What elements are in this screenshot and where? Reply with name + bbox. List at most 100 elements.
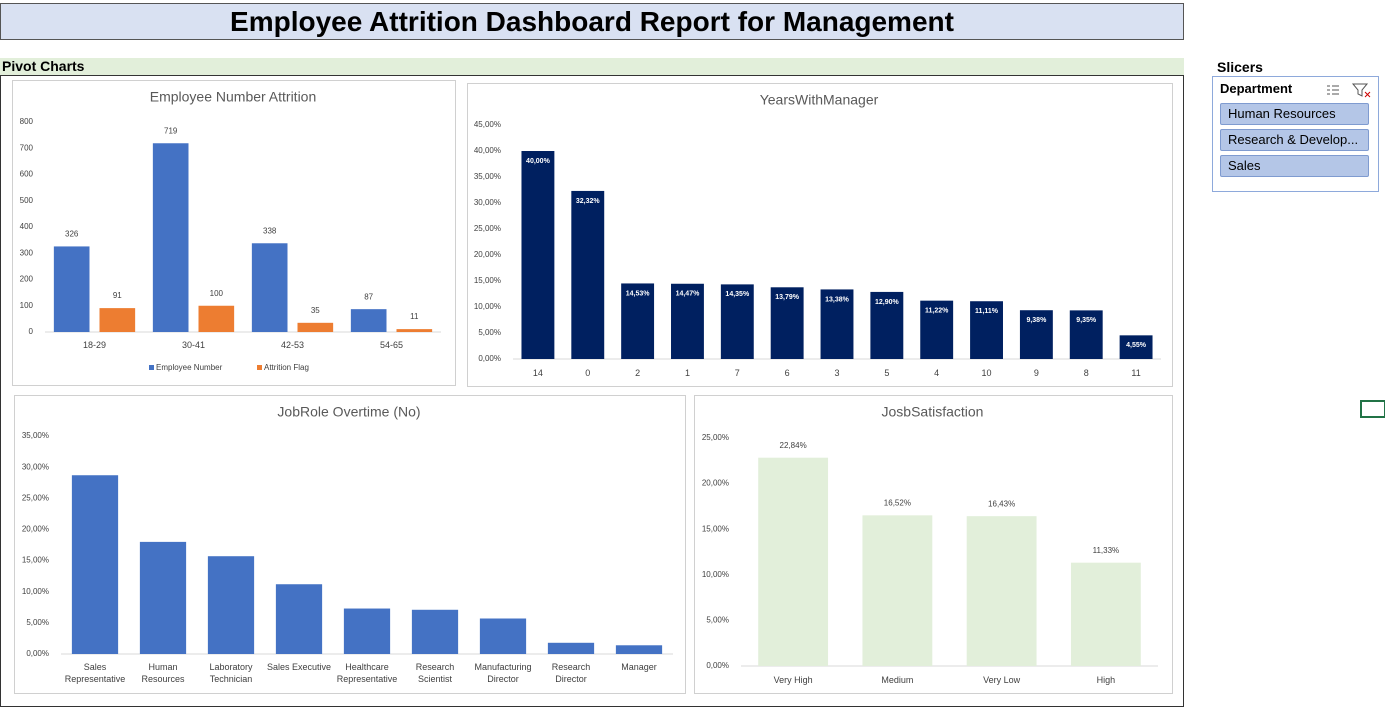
dashboard-title: Employee Attrition Dashboard Report for … [0, 3, 1184, 40]
data-label: 326 [65, 230, 79, 239]
x-tick-label-box: 30-41 [181, 340, 206, 350]
x-tick-label: Very High [773, 675, 813, 685]
bar [571, 190, 605, 359]
x-tick-label-box: 11 [1131, 368, 1140, 378]
x-tick-label: 10 [981, 368, 992, 378]
chart: YearsWithManager0,00%5,00%10,00%15,00%20… [474, 92, 1161, 378]
bar [720, 284, 754, 359]
y-tick-label: 700 [20, 143, 34, 152]
data-label: 12,90% [875, 299, 900, 306]
y-tick-label: 10,00% [702, 570, 729, 579]
x-tick-label: 1 [684, 368, 690, 378]
y-tick-label: 35,00% [474, 172, 501, 181]
x-tick-label: 7 [734, 368, 740, 378]
y-tick-label: 10,00% [22, 587, 49, 596]
data-label: 35 [311, 306, 320, 315]
data-label: 14,35% [725, 291, 750, 298]
x-tick-label: 6 [784, 368, 790, 378]
bar [966, 516, 1037, 666]
y-tick-label: 25,00% [702, 433, 729, 442]
data-label: 13,79% [775, 294, 800, 301]
bar [152, 143, 189, 332]
y-tick-label: 20,00% [702, 479, 729, 488]
y-tick-label: 15,00% [22, 556, 49, 565]
x-tick-label: 30-41 [181, 340, 206, 350]
chart-title: JobRole Overtime (No) [277, 404, 420, 420]
data-label: 91 [113, 291, 122, 300]
x-tick-label-box: 4 [934, 368, 940, 378]
x-tick-label-box: Human Resources [141, 662, 185, 684]
slicer-item[interactable]: Research & Develop... [1220, 129, 1369, 151]
x-tick-label: 54-65 [379, 340, 404, 350]
x-tick-label-box: Laboratory Technician [209, 662, 252, 684]
section-label: Pivot Charts [0, 58, 1184, 75]
data-label: 9,38% [1026, 317, 1047, 324]
y-tick-label: 100 [20, 301, 34, 310]
y-tick-label: 10,00% [474, 302, 501, 311]
bar [350, 309, 387, 332]
y-tick-label: 35,00% [22, 431, 49, 440]
x-tick-label-box: Healthcare Representative [336, 662, 398, 684]
x-tick-label-box: 0 [585, 368, 591, 378]
y-tick-label: 0,00% [706, 661, 729, 670]
slicer-item[interactable]: Human Resources [1220, 103, 1369, 125]
bar [862, 515, 933, 666]
x-tick-label: Research Director [551, 662, 591, 684]
slicer: Department Human Resources Research & Dev… [1212, 76, 1379, 192]
data-label: 11,33% [1093, 546, 1120, 555]
chart-panel: YearsWithManager 0,00% 5,00% 10,00% 15,00% 20… [467, 83, 1173, 387]
selected-cell[interactable] [1360, 400, 1385, 418]
x-tick-label: 5 [884, 368, 890, 378]
x-tick-label: Healthcare Representative [336, 662, 398, 684]
y-tick-label: 15,00% [474, 276, 501, 285]
bar [251, 243, 288, 332]
bar [758, 457, 829, 666]
chart-title: Employee Number Attrition [150, 89, 317, 105]
data-label: 9,35% [1076, 317, 1097, 324]
x-tick-label-box: 7 [734, 368, 740, 378]
x-tick-label: 0 [585, 368, 591, 378]
x-tick-label: 3 [834, 368, 840, 378]
bar [521, 151, 555, 359]
chart-panel: JobRole Overtime (No) 0,00% 5,00% 10,00% 15,… [14, 395, 686, 694]
x-tick-label: 9 [1033, 368, 1039, 378]
bar [71, 475, 119, 654]
x-tick-label-box: Very Low [983, 675, 1021, 685]
x-tick-label: 2 [635, 368, 641, 378]
x-tick-label: Research Scientist [415, 662, 455, 684]
chart-panel: JosbSatisfaction 0,00% 5,00% 10,00% 15,00% 20… [694, 395, 1173, 694]
data-label: 14,47% [676, 291, 701, 298]
x-tick-label: Very Low [983, 675, 1021, 685]
x-tick-label: 8 [1083, 368, 1089, 378]
data-label: 22,84% [780, 441, 807, 450]
data-label: 338 [263, 226, 277, 235]
x-tick-label-box: Sales Representative [65, 662, 126, 684]
x-tick-label-box: Manager [621, 662, 657, 672]
data-label: 11 [410, 312, 419, 321]
x-tick-label: Manufacturing Director [474, 662, 532, 684]
bar [297, 322, 334, 332]
x-tick-label-box: 3 [834, 368, 840, 378]
legend-label: Attrition Flag [264, 363, 309, 372]
x-tick-label-box: Research Scientist [415, 662, 455, 684]
slicer-icons[interactable] [1325, 82, 1373, 98]
bar [396, 329, 433, 332]
x-tick-label-box: 14 [533, 368, 543, 378]
bar [99, 308, 136, 332]
y-tick-label: 40,00% [474, 146, 501, 155]
chart-title: YearsWithManager [760, 92, 879, 108]
y-tick-label: 0 [29, 327, 34, 336]
y-tick-label: 300 [20, 248, 34, 257]
x-tick-label-box: 1 [684, 368, 690, 378]
y-tick-label: 25,00% [22, 493, 49, 502]
bar [870, 291, 904, 359]
y-tick-label: 0,00% [478, 354, 501, 363]
chart-panel: Employee Number Attrition 0 100 200 300 400 50… [12, 80, 456, 386]
x-tick-label: 4 [934, 368, 940, 378]
bar [479, 618, 527, 654]
x-tick-label: Human Resources [141, 662, 185, 684]
slicer-item[interactable]: Sales [1220, 155, 1369, 177]
legend-swatch [257, 365, 262, 370]
x-tick-label-box: 5 [884, 368, 890, 378]
bar [547, 642, 595, 654]
